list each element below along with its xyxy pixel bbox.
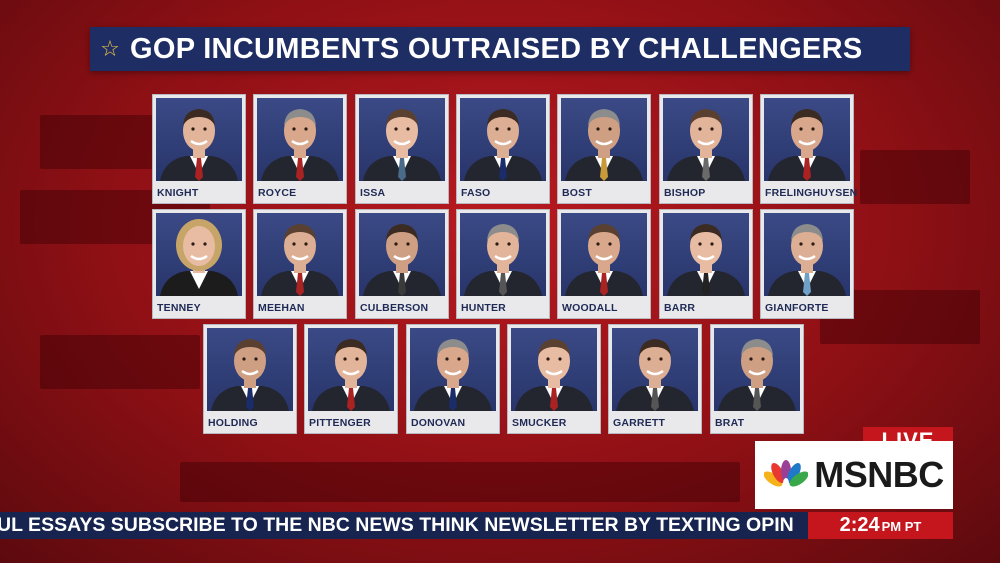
candidate-name: PITTENGER: [309, 417, 371, 429]
portrait-image: [768, 224, 846, 296]
candidate-card: KNIGHT: [152, 94, 246, 204]
candidate-photo: [561, 213, 647, 296]
portrait-image: [667, 109, 745, 181]
candidate-photo: [764, 98, 850, 181]
clock-period: PM PT: [881, 519, 922, 534]
portrait-image: [565, 224, 643, 296]
ticker-text: UL ESSAYS SUBSCRIBE TO THE NBC NEWS THIN…: [0, 514, 794, 536]
candidate-photo: [511, 328, 597, 411]
candidate-card: CULBERSON: [355, 209, 449, 319]
candidate-card: BARR: [659, 209, 753, 319]
candidate-photo: [764, 213, 850, 296]
portrait-image: [211, 339, 289, 411]
portrait-image: [515, 339, 593, 411]
portrait-image: [667, 224, 745, 296]
portrait-image: [363, 224, 441, 296]
network-logo: MSNBC: [755, 441, 953, 509]
candidate-name: HOLDING: [208, 417, 258, 429]
candidate-card: PITTENGER: [304, 324, 398, 434]
candidate-name: SMUCKER: [512, 417, 567, 429]
candidate-name: KNIGHT: [157, 187, 199, 199]
candidate-name: BARR: [664, 302, 696, 314]
portrait-image: [616, 339, 694, 411]
candidate-card: FASO: [456, 94, 550, 204]
candidate-photo: [561, 98, 647, 181]
candidate-photo: [156, 98, 242, 181]
candidate-photo: [460, 98, 546, 181]
candidate-card: GIANFORTE: [760, 209, 854, 319]
candidate-photo: [207, 328, 293, 411]
candidate-photo: [663, 213, 749, 296]
candidate-photo: [663, 98, 749, 181]
clock: 2:24 PM PT: [808, 512, 953, 539]
portrait-image: [363, 109, 441, 181]
candidate-card: BRAT: [710, 324, 804, 434]
candidate-photo: [359, 98, 445, 181]
portrait-image: [565, 109, 643, 181]
candidate-name: BOST: [562, 187, 592, 199]
candidate-card: MEEHAN: [253, 209, 347, 319]
candidate-card: SMUCKER: [507, 324, 601, 434]
candidate-card: HOLDING: [203, 324, 297, 434]
portrait-image: [464, 109, 542, 181]
candidate-card: BOST: [557, 94, 651, 204]
candidate-card: WOODALL: [557, 209, 651, 319]
candidate-photo: [308, 328, 394, 411]
candidate-card: BISHOP: [659, 94, 753, 204]
candidate-photo: [714, 328, 800, 411]
candidate-name: ISSA: [360, 187, 386, 199]
candidate-card: GARRETT: [608, 324, 702, 434]
candidate-photo: [410, 328, 496, 411]
candidate-card: FRELINGHUYSEN: [760, 94, 858, 204]
candidate-name: WOODALL: [562, 302, 618, 314]
candidate-card: ROYCE: [253, 94, 347, 204]
candidate-photo: [257, 213, 343, 296]
news-ticker: UL ESSAYS SUBSCRIBE TO THE NBC NEWS THIN…: [0, 512, 808, 539]
candidate-name: BRAT: [715, 417, 745, 429]
candidate-card: DONOVAN: [406, 324, 500, 434]
candidate-name: CULBERSON: [360, 302, 429, 314]
portrait-image: [160, 109, 238, 181]
candidate-name: ROYCE: [258, 187, 297, 199]
candidate-photo: [460, 213, 546, 296]
portrait-image: [261, 109, 339, 181]
candidate-card: TENNEY: [152, 209, 246, 319]
portrait-image: [414, 339, 492, 411]
clock-time: 2:24: [839, 514, 880, 536]
star-outline-icon: ☆: [100, 36, 120, 61]
portrait-image: [312, 339, 390, 411]
candidate-photo: [359, 213, 445, 296]
candidate-card: HUNTER: [456, 209, 550, 319]
candidate-card: ISSA: [355, 94, 449, 204]
portrait-image: [261, 224, 339, 296]
candidate-name: GARRETT: [613, 417, 666, 429]
candidate-name: HUNTER: [461, 302, 506, 314]
candidate-name: BISHOP: [664, 187, 706, 199]
page-title: GOP INCUMBENTS OUTRAISED BY CHALLENGERS: [130, 32, 863, 65]
candidate-name: FASO: [461, 187, 491, 199]
network-name: MSNBC: [814, 454, 944, 495]
peacock-icon: [764, 460, 809, 488]
candidate-name: FRELINGHUYSEN: [765, 187, 858, 199]
candidate-name: DONOVAN: [411, 417, 466, 429]
candidate-name: GIANFORTE: [765, 302, 829, 314]
portrait-image: [768, 109, 846, 181]
title-banner: ☆ GOP INCUMBENTS OUTRAISED BY CHALLENGER…: [90, 27, 910, 71]
candidate-photo: [612, 328, 698, 411]
portrait-image: [160, 219, 238, 296]
candidate-photo: [156, 213, 242, 296]
candidate-name: TENNEY: [157, 302, 201, 314]
portrait-image: [718, 339, 796, 411]
portrait-image: [464, 224, 542, 296]
candidate-photo: [257, 98, 343, 181]
candidate-name: MEEHAN: [258, 302, 305, 314]
